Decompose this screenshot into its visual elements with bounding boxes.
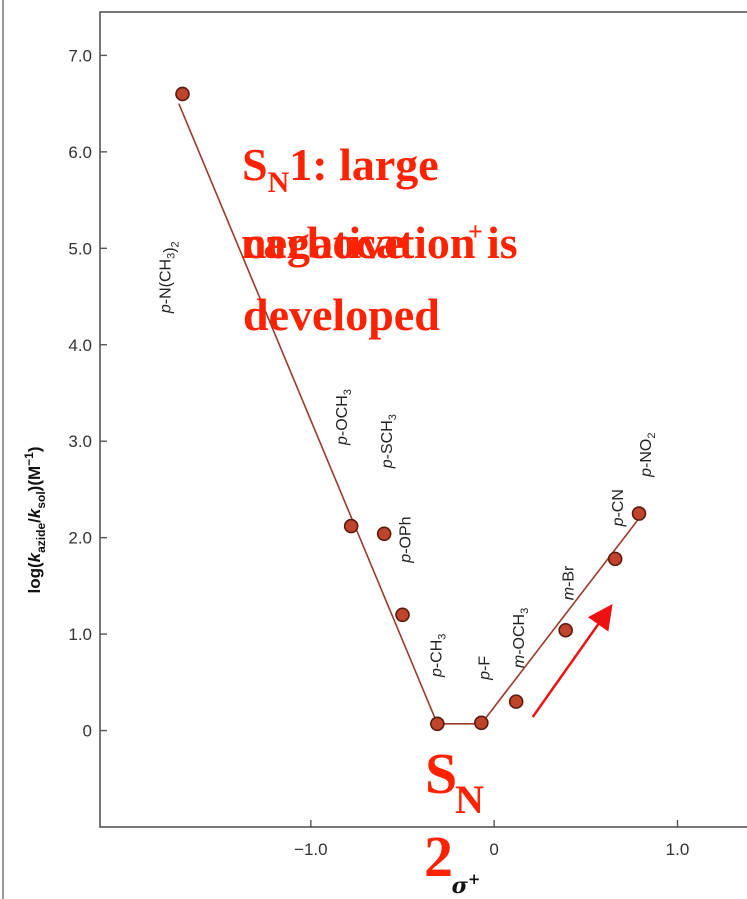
- y-axis-label: log(kazide/ksol)(M−1): [22, 446, 48, 593]
- sn1-annotation-line3: developed: [243, 289, 440, 340]
- y-tick-label: 0: [83, 722, 92, 741]
- y-tick-label: 2.0: [68, 529, 92, 548]
- data-point: [607, 551, 623, 567]
- data-points: [175, 86, 647, 732]
- data-point: [430, 716, 445, 732]
- point-label: p-NO2: [638, 433, 658, 478]
- point-label: p-SCH3: [379, 414, 399, 469]
- y-tick-label: 4.0: [68, 336, 92, 355]
- data-point: [376, 526, 392, 542]
- fit-line-segment: [480, 517, 640, 725]
- point-label: p-CH3: [428, 634, 448, 678]
- y-axis: 0 1.0 2.0 3.0 4.0 5.0 6.0 7.0: [68, 46, 107, 741]
- x-tick-label: 0: [489, 840, 498, 859]
- sn1-annotation-line2b: carbocation is: [243, 217, 518, 268]
- sn1-annotation-line1: SN1: large: [242, 139, 439, 199]
- point-labels: p-N(CH3)2 p-OCH3 p-SCH3 p-OPh p-CH3 p-F m-OCH3…: [158, 241, 659, 681]
- sn2-annotation-2: 2: [424, 824, 453, 889]
- point-label: m-Br: [561, 565, 578, 600]
- sn2-annotation-s: S: [425, 741, 457, 806]
- data-point: [395, 607, 410, 623]
- point-label: p-OCH3: [334, 389, 354, 446]
- sn2-annotation-n: N: [455, 777, 484, 822]
- point-label: m-OCH3: [511, 608, 531, 668]
- y-tick-label: 3.0: [68, 432, 92, 451]
- point-label: p-CN: [610, 489, 627, 527]
- data-point: [558, 622, 573, 638]
- x-axis: −1.0 0 1.0: [294, 820, 689, 859]
- x-tick-label: −1.0: [294, 840, 328, 859]
- data-point: [343, 518, 359, 534]
- point-label: p-N(CH3)2: [158, 241, 182, 314]
- y-tick-label: 5.0: [68, 239, 92, 258]
- plot-frame: [99, 11, 747, 828]
- data-point: [175, 86, 190, 102]
- x-axis-label: σ+: [452, 870, 481, 899]
- data-point: [508, 694, 524, 709]
- sn1-annotation-line2a: negative: [241, 217, 405, 268]
- x-tick-label: 1.0: [666, 840, 690, 859]
- data-point: [631, 506, 647, 521]
- point-label: p-OPh: [398, 516, 415, 563]
- y-tick-label: 1.0: [68, 625, 92, 644]
- sn2-trend-arrow: [531, 603, 613, 718]
- point-label: p-F: [476, 656, 493, 681]
- data-point: [474, 715, 489, 731]
- y-tick-label: 7.0: [68, 46, 92, 65]
- y-tick-label: 6.0: [68, 143, 92, 162]
- sn1-annotation-sup: +: [468, 217, 483, 246]
- fit-line-segment: [178, 103, 439, 725]
